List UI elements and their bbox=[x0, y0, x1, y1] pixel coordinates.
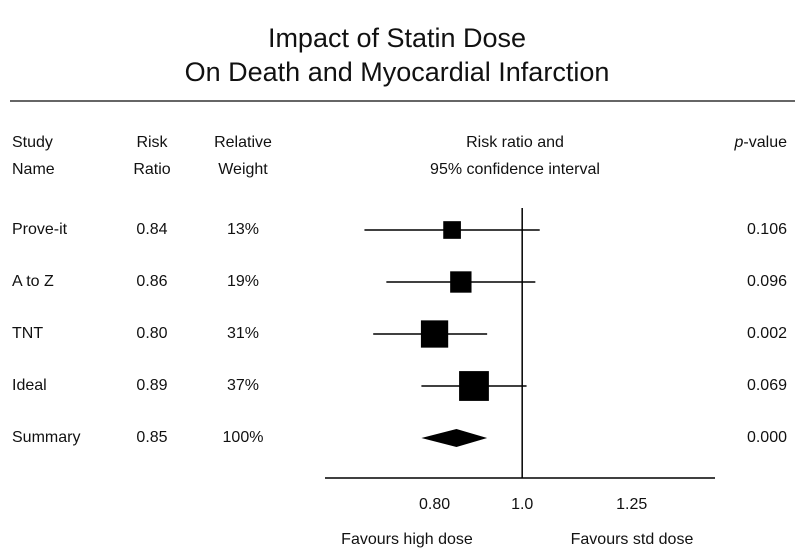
risk-ratio: 0.80 bbox=[136, 325, 167, 342]
risk-ratio: 0.85 bbox=[136, 429, 167, 446]
weight: 19% bbox=[227, 273, 259, 290]
p-header-rest: -value bbox=[743, 134, 787, 151]
weight: 13% bbox=[227, 221, 259, 238]
chart-subtitle: On Death and Myocardial Infarction bbox=[185, 57, 610, 87]
x-tick-label: 1.0 bbox=[511, 496, 533, 513]
p-value: 0.000 bbox=[747, 429, 787, 446]
x-tick-label: 1.25 bbox=[616, 496, 647, 513]
column-header: Study bbox=[12, 134, 53, 151]
study-name: A to Z bbox=[12, 273, 54, 290]
left-label: Favours high dose bbox=[341, 531, 473, 548]
column-header: Risk ratio and bbox=[466, 134, 564, 151]
effect-box bbox=[450, 271, 472, 293]
p-value: 0.069 bbox=[747, 377, 787, 394]
column-header: Weight bbox=[218, 161, 268, 178]
p-value: 0.096 bbox=[747, 273, 787, 290]
risk-ratio: 0.84 bbox=[136, 221, 167, 238]
p-value: 0.002 bbox=[747, 325, 787, 342]
study-name: TNT bbox=[12, 325, 43, 342]
effect-box bbox=[459, 371, 489, 401]
study-name: Prove-it bbox=[12, 221, 68, 238]
p-header: p-value bbox=[734, 134, 788, 151]
column-header: Risk bbox=[136, 134, 168, 151]
summary-diamond bbox=[421, 429, 488, 447]
x-tick-label: 0.80 bbox=[419, 496, 450, 513]
column-header: Ratio bbox=[133, 161, 170, 178]
weight: 100% bbox=[223, 429, 264, 446]
weight: 31% bbox=[227, 325, 259, 342]
right-label: Favours std dose bbox=[571, 531, 694, 548]
column-header: 95% confidence interval bbox=[430, 161, 600, 178]
column-header: Relative bbox=[214, 134, 272, 151]
weight: 37% bbox=[227, 377, 259, 394]
column-header: Name bbox=[12, 161, 55, 178]
effect-box bbox=[420, 320, 449, 348]
p-header-p: p bbox=[734, 134, 744, 151]
chart-title: Impact of Statin Dose bbox=[268, 23, 526, 53]
effect-box bbox=[443, 221, 461, 239]
risk-ratio: 0.86 bbox=[136, 273, 167, 290]
p-value: 0.106 bbox=[747, 221, 787, 238]
study-name: Ideal bbox=[12, 377, 47, 394]
study-name: Summary bbox=[12, 429, 80, 446]
risk-ratio: 0.89 bbox=[136, 377, 167, 394]
